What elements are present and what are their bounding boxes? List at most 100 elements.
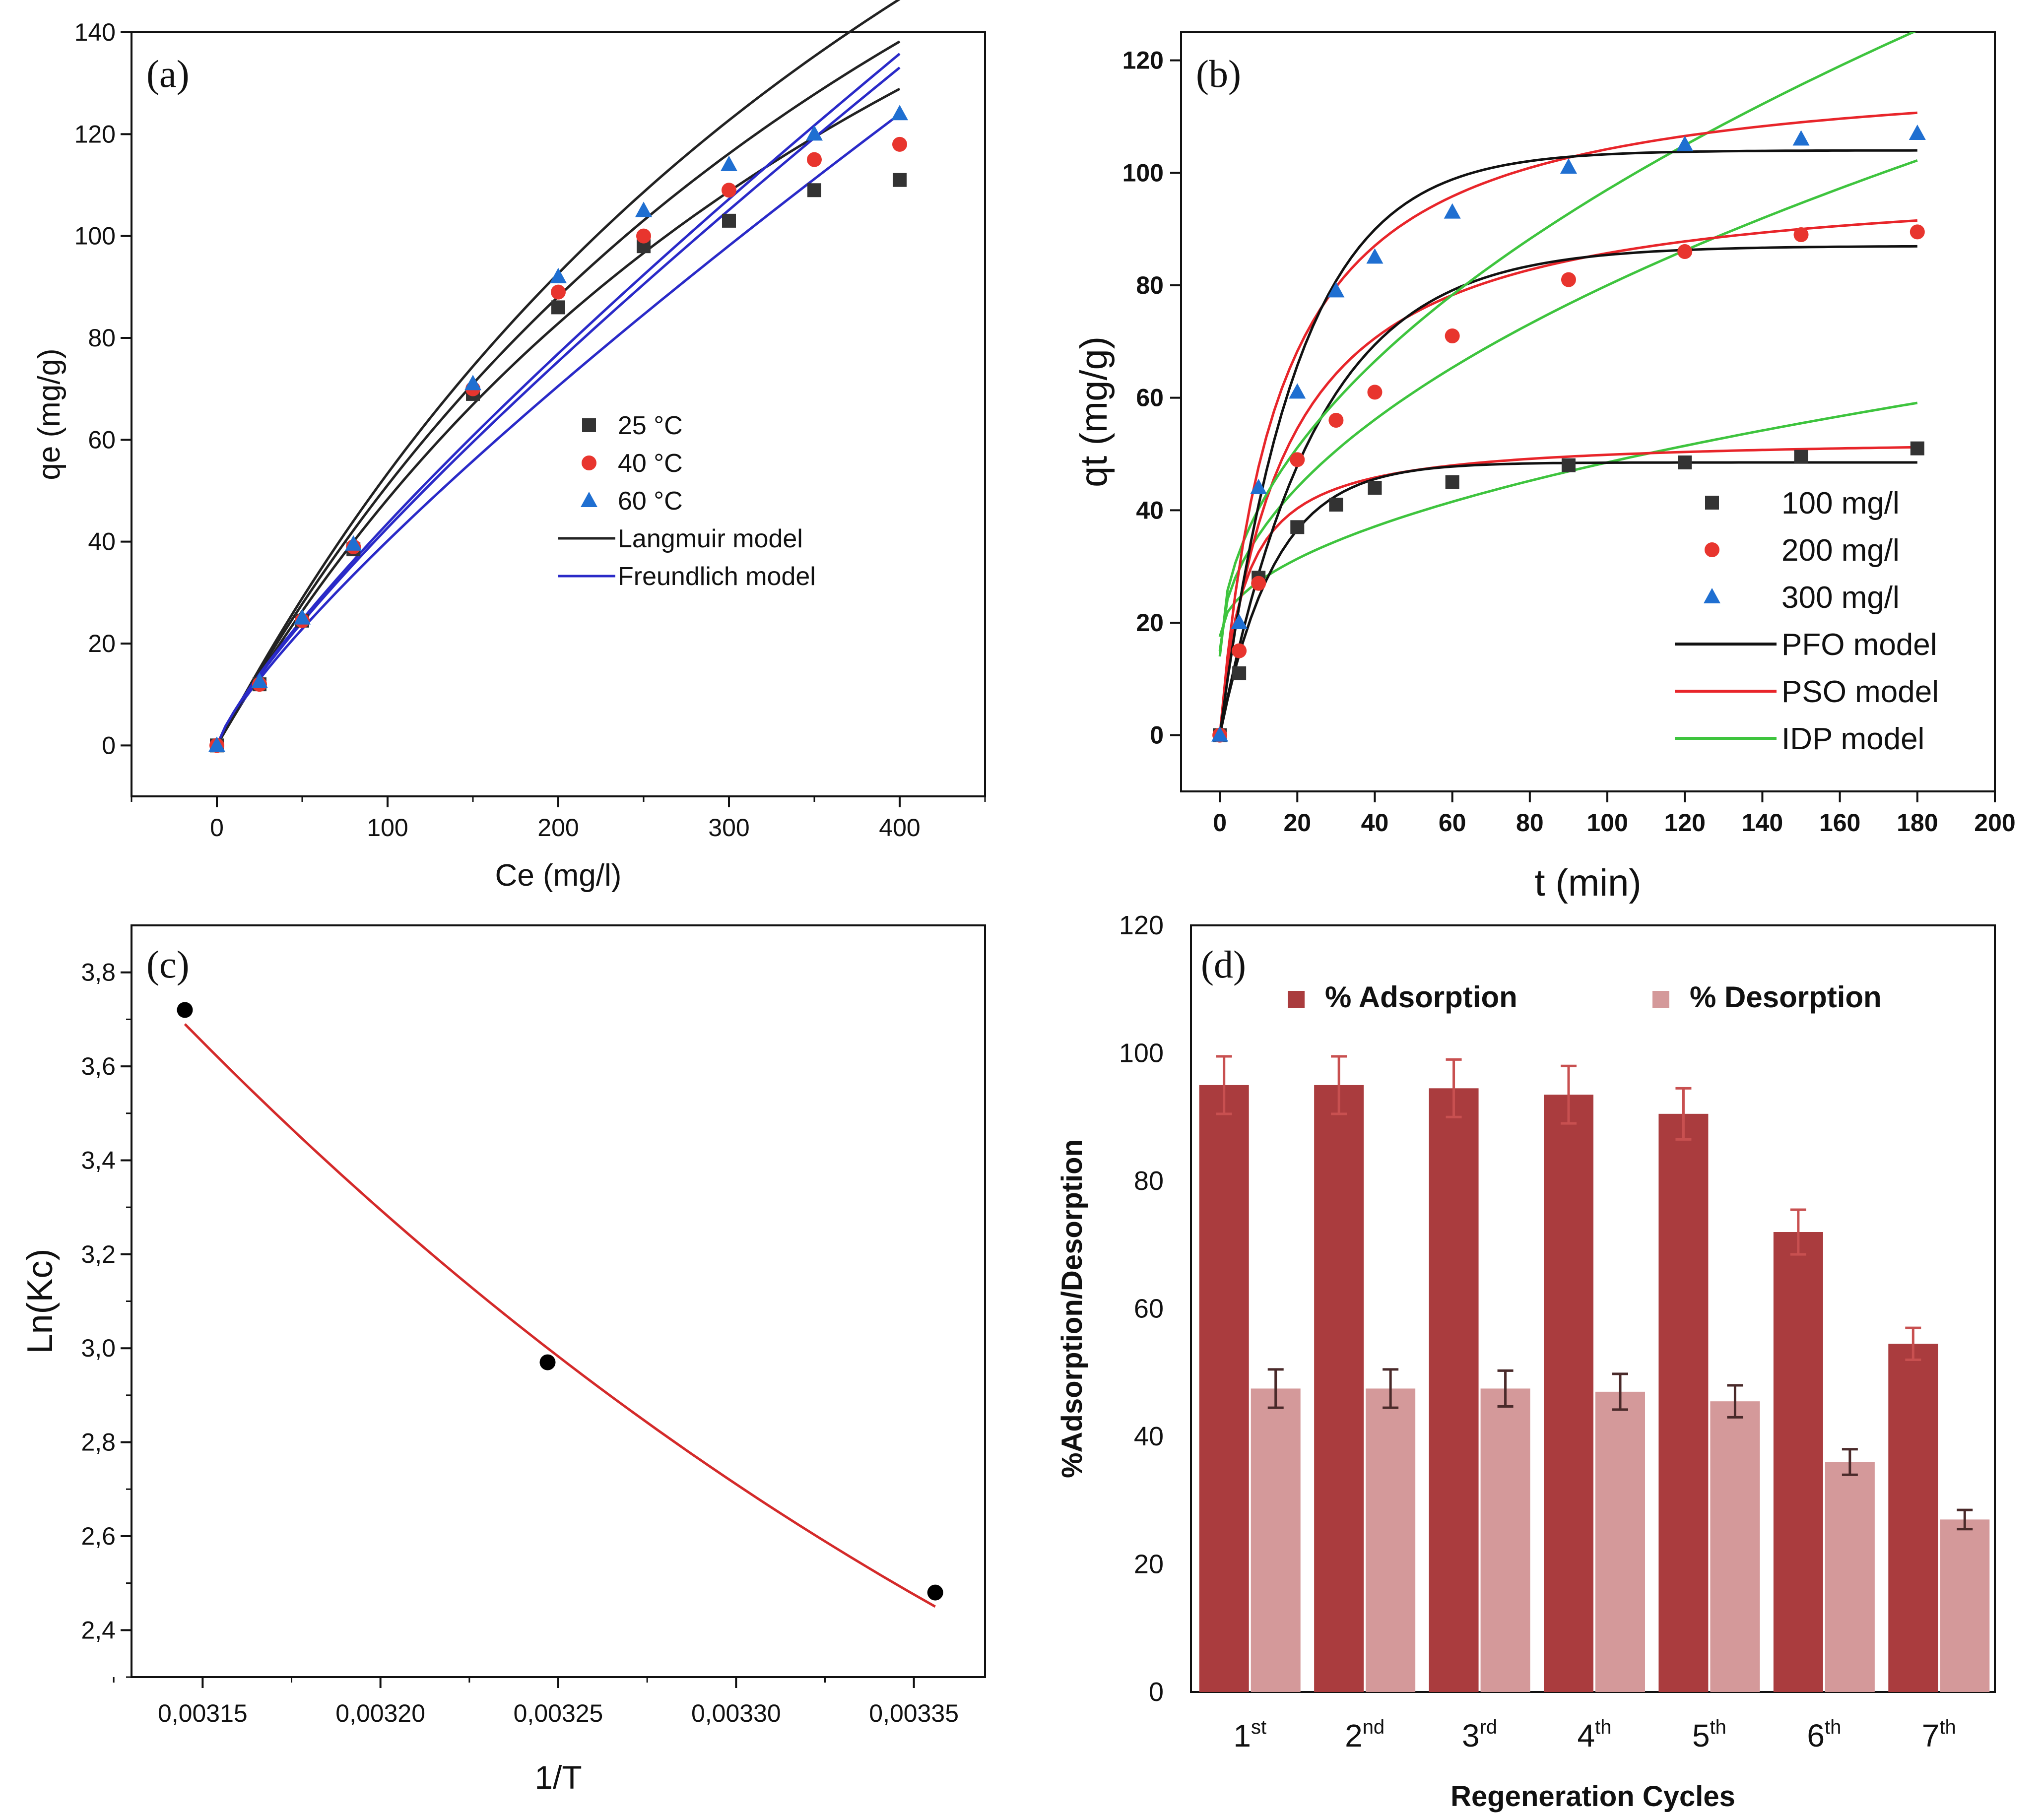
y-tick-label: 60 <box>1136 384 1164 412</box>
legend-marker <box>1704 588 1720 603</box>
panel-label: (b) <box>1196 52 1241 95</box>
legend-marker <box>581 492 597 507</box>
langmuir-fit-line <box>215 0 901 746</box>
y-tick-label: 40 <box>1136 496 1164 524</box>
tick-number: 3 <box>1462 1718 1480 1754</box>
data-point <box>636 228 651 244</box>
y-tick-label: 20 <box>88 630 116 657</box>
vant-hoff-fit-line <box>184 1023 936 1608</box>
x-tick-label: 160 <box>1819 809 1860 837</box>
y-tick-label: 3,0 <box>81 1334 116 1362</box>
data-point <box>1327 282 1345 298</box>
data-point <box>1445 328 1460 343</box>
data-point <box>1561 458 1576 472</box>
data-point <box>891 105 908 121</box>
panel-c: 0,00315 0,00320 0,00325 0,00330 0,00335 2,4 2,… <box>20 924 986 1796</box>
freundlich-fit-line <box>215 113 901 746</box>
data-point <box>1211 726 1229 742</box>
bar <box>1429 1088 1479 1692</box>
legend-entry: 25 °C <box>618 411 683 440</box>
data-point <box>551 300 565 315</box>
x-tick-label: 300 <box>708 814 749 842</box>
y-tick-label: 40 <box>1134 1422 1164 1451</box>
y-tick-label: 2,4 <box>81 1616 116 1644</box>
y-tick-label: 40 <box>88 528 116 556</box>
legend-marker <box>1705 496 1719 510</box>
data-point <box>177 1002 193 1018</box>
data-point <box>464 375 481 390</box>
bar <box>1710 1401 1760 1692</box>
y-tick-label: 2,8 <box>81 1429 116 1456</box>
tick-number: 1 <box>1233 1718 1251 1754</box>
bar <box>1199 1085 1249 1692</box>
y-tick-label: 60 <box>1134 1294 1164 1324</box>
bar <box>1658 1113 1709 1692</box>
panel-b: 0 20 40 60 80 100 120 140 160 180 200 0 20 40 60 80 100 1… <box>1073 31 2016 904</box>
data-point <box>1676 135 1694 151</box>
x-tick-label: 80 <box>1516 809 1544 837</box>
data-point <box>1231 614 1248 629</box>
data-point <box>1677 244 1693 259</box>
y-tick-label: 20 <box>1134 1550 1164 1579</box>
x-tick-label: 100 <box>1586 809 1628 837</box>
x-tick-label: 0 <box>1213 809 1227 837</box>
data-point <box>1289 383 1306 399</box>
tick-number: 5 <box>1692 1718 1710 1754</box>
bar <box>1595 1391 1645 1692</box>
legend-entry: 100 mg/l <box>1781 486 1900 520</box>
x-tick-label: 0,00325 <box>514 1699 603 1727</box>
data-point <box>1290 452 1305 467</box>
data-point <box>722 183 736 198</box>
x-tick-label: 0,00315 <box>158 1699 248 1727</box>
legend-entry: Freundlich model <box>618 562 816 591</box>
data-point <box>1910 441 1924 455</box>
y-tick-label: 20 <box>1136 609 1164 637</box>
bar <box>1888 1344 1938 1692</box>
y-tick-label: 3,2 <box>81 1240 116 1268</box>
tick-number: 4 <box>1578 1718 1595 1754</box>
legend-entry: PFO model <box>1781 628 1937 662</box>
data-point <box>1561 272 1576 287</box>
y-axis-label: Ln(Kc) <box>20 1248 60 1354</box>
tick-superscript: st <box>1251 1716 1266 1738</box>
legend-marker <box>582 418 596 432</box>
x-tick-label: 7th <box>1922 1716 1956 1754</box>
data-point <box>1251 576 1266 591</box>
x-tick-label: 0,00335 <box>869 1699 959 1727</box>
bar <box>1366 1388 1416 1692</box>
y-tick-label: 120 <box>1122 47 1164 74</box>
data-point <box>1444 203 1461 219</box>
panel-d: 0 20 40 60 80 100 120 Regeneration Cycles %Adsor… <box>1056 910 1996 1813</box>
x-tick-label: 5th <box>1692 1716 1726 1754</box>
tick-number: 6 <box>1807 1718 1825 1754</box>
x-axis-label: Ce (mg/l) <box>495 858 622 893</box>
x-axis-label: 1/T <box>534 1759 582 1796</box>
x-tick-label: 6th <box>1807 1716 1841 1754</box>
x-tick-label: 100 <box>367 814 408 842</box>
legend-swatch <box>1652 991 1669 1008</box>
data-point <box>1794 450 1808 464</box>
data-point <box>1290 520 1305 534</box>
x-tick-label: 400 <box>879 814 920 842</box>
legend-entry: IDP model <box>1781 722 1924 756</box>
legend-swatch <box>1288 991 1305 1008</box>
bar <box>1480 1388 1530 1692</box>
x-tick-label: 0 <box>210 814 224 842</box>
bar <box>1251 1388 1301 1692</box>
x-tick-label: 60 <box>1439 809 1466 837</box>
panel-label: (c) <box>146 943 190 986</box>
data-point <box>1368 481 1382 495</box>
bar <box>1940 1519 1990 1692</box>
panel-label: (a) <box>146 52 190 95</box>
y-tick-label: 80 <box>1136 271 1164 299</box>
tick-superscript: th <box>1595 1716 1611 1738</box>
data-point <box>1329 498 1343 512</box>
idp-fit-line <box>1218 159 1918 651</box>
x-tick-label: 200 <box>537 814 579 842</box>
x-tick-label: 200 <box>1974 809 2015 837</box>
data-point <box>927 1584 943 1601</box>
data-point <box>1250 479 1267 494</box>
data-point <box>1792 130 1810 146</box>
data-point <box>1232 643 1247 658</box>
langmuir-fit-line <box>215 87 901 746</box>
